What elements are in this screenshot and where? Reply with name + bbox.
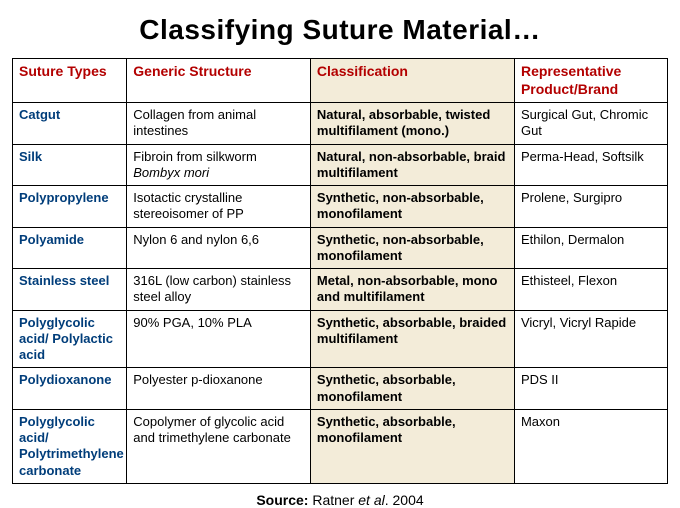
cell-structure: Polyester p-dioxanone bbox=[127, 368, 311, 410]
col-header-structure: Generic Structure bbox=[127, 59, 311, 103]
table-row: Polyglycolic acid/ Polytrimethylene carb… bbox=[13, 409, 668, 483]
col-header-type: Suture Types bbox=[13, 59, 127, 103]
col-header-brand: Representative Product/Brand bbox=[514, 59, 667, 103]
cell-classification: Synthetic, non-absorbable, monofilament bbox=[310, 186, 514, 228]
source-author: Ratner bbox=[312, 492, 354, 508]
cell-classification: Natural, non-absorbable, braid multifila… bbox=[310, 144, 514, 186]
cell-type: Polyamide bbox=[13, 227, 127, 269]
cell-structure: Nylon 6 and nylon 6,6 bbox=[127, 227, 311, 269]
cell-classification: Synthetic, absorbable, monofilament bbox=[310, 368, 514, 410]
slide: Classifying Suture Material… Suture Type… bbox=[0, 0, 680, 508]
cell-brand: Ethisteel, Flexon bbox=[514, 269, 667, 311]
cell-structure: Collagen from animal intestines bbox=[127, 103, 311, 145]
cell-type: Polyglycolic acid/ Polylactic acid bbox=[13, 310, 127, 368]
source-year: . 2004 bbox=[385, 492, 424, 508]
cell-type: Catgut bbox=[13, 103, 127, 145]
cell-type: Polyglycolic acid/ Polytrimethylene carb… bbox=[13, 409, 127, 483]
cell-brand: Ethilon, Dermalon bbox=[514, 227, 667, 269]
table-row: Stainless steel 316L (low carbon) stainl… bbox=[13, 269, 668, 311]
cell-brand: Prolene, Surgipro bbox=[514, 186, 667, 228]
table-row: Polyglycolic acid/ Polylactic acid 90% P… bbox=[13, 310, 668, 368]
cell-structure-italic: Bombyx mori bbox=[133, 165, 209, 180]
cell-brand: Surgical Gut, Chromic Gut bbox=[514, 103, 667, 145]
table-row: Catgut Collagen from animal intestines N… bbox=[13, 103, 668, 145]
table-header-row: Suture Types Generic Structure Classific… bbox=[13, 59, 668, 103]
cell-type: Silk bbox=[13, 144, 127, 186]
cell-structure-text: Fibroin from silkworm bbox=[133, 149, 257, 164]
cell-brand: Perma-Head, Softsilk bbox=[514, 144, 667, 186]
cell-structure: 316L (low carbon) stainless steel alloy bbox=[127, 269, 311, 311]
suture-table: Suture Types Generic Structure Classific… bbox=[12, 58, 668, 484]
cell-brand: PDS II bbox=[514, 368, 667, 410]
cell-classification: Synthetic, absorbable, monofilament bbox=[310, 409, 514, 483]
cell-structure: Copolymer of glycolic acid and trimethyl… bbox=[127, 409, 311, 483]
cell-type: Stainless steel bbox=[13, 269, 127, 311]
source-label: Source: bbox=[256, 492, 308, 508]
page-title: Classifying Suture Material… bbox=[12, 14, 668, 46]
source-etal: et al bbox=[358, 492, 384, 508]
cell-brand: Maxon bbox=[514, 409, 667, 483]
cell-brand: Vicryl, Vicryl Rapide bbox=[514, 310, 667, 368]
table-row: Polyamide Nylon 6 and nylon 6,6 Syntheti… bbox=[13, 227, 668, 269]
col-header-classification: Classification bbox=[310, 59, 514, 103]
table-row: Polydioxanone Polyester p-dioxanone Synt… bbox=[13, 368, 668, 410]
table-row: Silk Fibroin from silkworm Bombyx mori N… bbox=[13, 144, 668, 186]
cell-type: Polydioxanone bbox=[13, 368, 127, 410]
cell-type: Polypropylene bbox=[13, 186, 127, 228]
cell-structure: 90% PGA, 10% PLA bbox=[127, 310, 311, 368]
cell-structure: Fibroin from silkworm Bombyx mori bbox=[127, 144, 311, 186]
cell-classification: Synthetic, absorbable, braided multifila… bbox=[310, 310, 514, 368]
cell-classification: Natural, absorbable, twisted multifilame… bbox=[310, 103, 514, 145]
table-row: Polypropylene Isotactic crystalline ster… bbox=[13, 186, 668, 228]
cell-classification: Metal, non-absorbable, mono and multifil… bbox=[310, 269, 514, 311]
cell-structure: Isotactic crystalline stereoisomer of PP bbox=[127, 186, 311, 228]
source-line: Source: Ratner et al. 2004 bbox=[12, 492, 668, 508]
cell-classification: Synthetic, non-absorbable, monofilament bbox=[310, 227, 514, 269]
